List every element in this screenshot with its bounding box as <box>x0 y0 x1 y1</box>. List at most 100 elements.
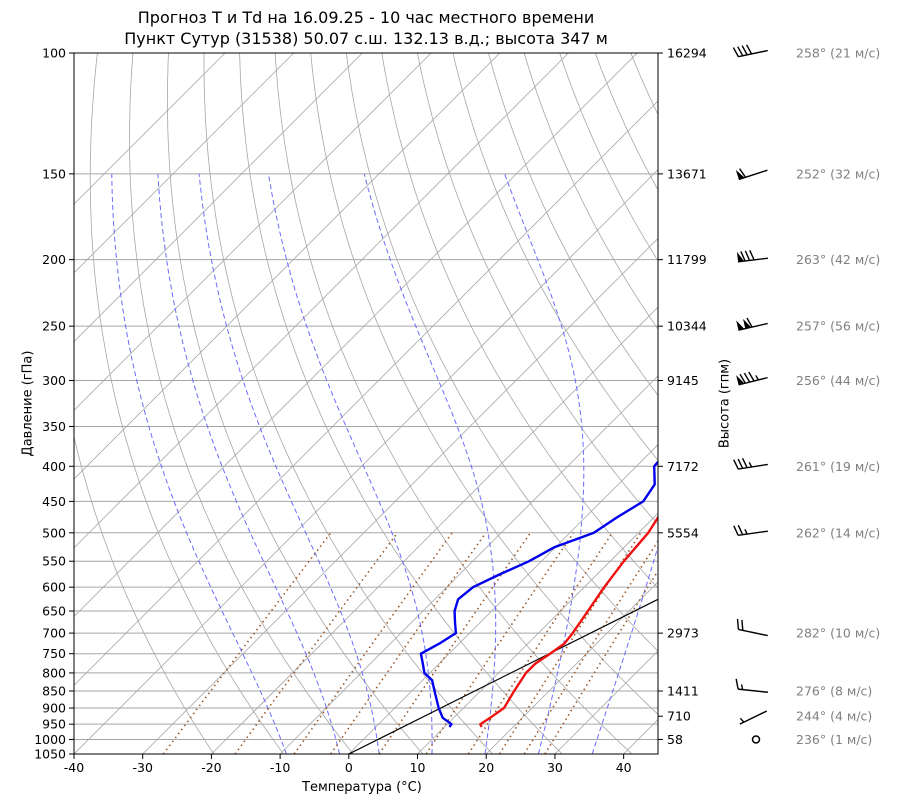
y-tick-label: 250 <box>42 319 66 334</box>
moist-adiabat-line <box>157 173 341 754</box>
x-tick-label: -30 <box>132 760 152 775</box>
calm-circle-icon <box>751 735 761 744</box>
dry-adiabat-line <box>129 53 354 754</box>
barb-half <box>755 375 760 381</box>
height-tick-label: 13671 <box>667 166 707 181</box>
isotherm-line <box>279 375 658 754</box>
isotherm-line <box>417 512 658 754</box>
wind-label: 261° (19 м/с) <box>796 459 880 474</box>
dewpoint-profile-line <box>419 460 658 728</box>
barb-full <box>741 619 744 631</box>
moist-adiabat-line <box>504 173 585 754</box>
dry-adiabat-line <box>381 53 658 589</box>
dry-adiabat-line <box>74 435 215 754</box>
height-tick-label: 7172 <box>667 459 699 474</box>
height-tick-label: 5554 <box>667 525 699 540</box>
barb-staff <box>738 628 768 637</box>
wind-label: 257° (56 м/с) <box>796 319 880 334</box>
barb-flag <box>736 320 745 331</box>
wind-barb <box>751 735 761 744</box>
barb-full <box>733 525 739 536</box>
barb-staff <box>738 322 768 331</box>
barb-full <box>735 678 739 690</box>
dry-adiabat-line <box>844 53 900 754</box>
barb-full <box>733 459 739 470</box>
wind-barb <box>736 250 768 263</box>
y-tick-label: 600 <box>42 580 66 595</box>
x-tick-label: -40 <box>64 760 84 775</box>
y-tick-label: 100 <box>42 46 66 61</box>
isotherm-line <box>623 719 658 754</box>
wind-label: 258° (21 м/с) <box>796 46 880 61</box>
wind-barb <box>736 371 768 386</box>
y-tick-label: 350 <box>42 419 66 434</box>
height-tick-label: 2973 <box>667 626 699 641</box>
dry-adiabat-line <box>809 53 900 754</box>
height-tick-label: 1411 <box>667 684 699 699</box>
dry-adiabat-line <box>203 53 493 754</box>
isotherm-line <box>74 53 226 205</box>
dry-adiabat-line <box>666 53 900 754</box>
wind-label: 282° (10 м/с) <box>796 626 880 641</box>
y-tick-label: 750 <box>42 646 66 661</box>
x-tick-label: 0 <box>345 760 353 775</box>
wind-label: 276° (8 м/с) <box>796 684 872 699</box>
height-tick-label: 16294 <box>667 46 707 61</box>
height-tick-label: 11799 <box>667 252 707 267</box>
mixing-ratio-line <box>330 532 487 754</box>
dry-adiabat-line <box>89 53 284 754</box>
dry-adiabat-line <box>274 53 633 754</box>
y-tick-label: 700 <box>42 626 66 641</box>
dry-adiabat-line <box>880 53 900 754</box>
mixing-ratio-line <box>162 532 332 754</box>
barb-full <box>748 371 755 382</box>
isotherm-line <box>142 237 658 754</box>
barb-full <box>732 47 740 58</box>
dry-adiabat-line <box>417 53 658 525</box>
reference-line <box>348 598 658 754</box>
dry-adiabat-line <box>452 53 658 461</box>
wind-barb <box>735 678 769 693</box>
barb-flag <box>736 251 745 262</box>
y-tick-label: 400 <box>42 459 66 474</box>
barb-full <box>737 524 744 535</box>
wind-label: 263° (42 м/с) <box>796 252 880 267</box>
dry-adiabat-line <box>523 53 658 330</box>
barb-full <box>737 46 744 57</box>
barb-staff <box>738 688 769 693</box>
barb-full <box>739 168 747 178</box>
dry-adiabat-line <box>594 53 658 191</box>
x-tick-label: -10 <box>270 760 290 775</box>
mixing-ratio-line <box>467 532 613 754</box>
barb-full <box>744 250 751 261</box>
y-tick-label: 150 <box>42 166 66 181</box>
isotherm-line <box>211 306 658 754</box>
y-tick-label: 450 <box>42 494 66 509</box>
x-axis-label: Температура (°C) <box>302 780 422 795</box>
barb-full <box>749 250 755 261</box>
y-tick-label: 1000 <box>34 732 66 747</box>
x-tick-label: 30 <box>547 760 563 775</box>
wind-barb <box>736 317 768 331</box>
height-tick-label: 58 <box>667 732 683 747</box>
dry-adiabat-line <box>166 53 424 754</box>
wind-label: 256° (44 м/с) <box>796 373 880 388</box>
barb-full <box>740 251 746 262</box>
wind-barb <box>733 524 768 537</box>
mixing-ratio-line <box>523 539 658 754</box>
wind-barb <box>735 168 768 181</box>
barb-half <box>740 684 744 690</box>
y-tick-label: 950 <box>42 717 66 732</box>
barb-full <box>741 45 748 56</box>
isotherm-line <box>74 53 501 480</box>
y-tick-label: 850 <box>42 684 66 699</box>
y-tick-label: 200 <box>42 252 66 267</box>
y-tick-label: 800 <box>42 665 66 680</box>
dry-adiabat-line <box>239 53 563 754</box>
y-tick-label: 900 <box>42 701 66 716</box>
y-tick-label: 650 <box>42 604 66 619</box>
barb-staff <box>739 710 768 725</box>
x-tick-label: 20 <box>478 760 494 775</box>
chart-title-line1: Прогноз T и Td на 16.09.25 - 10 час мест… <box>137 8 595 27</box>
